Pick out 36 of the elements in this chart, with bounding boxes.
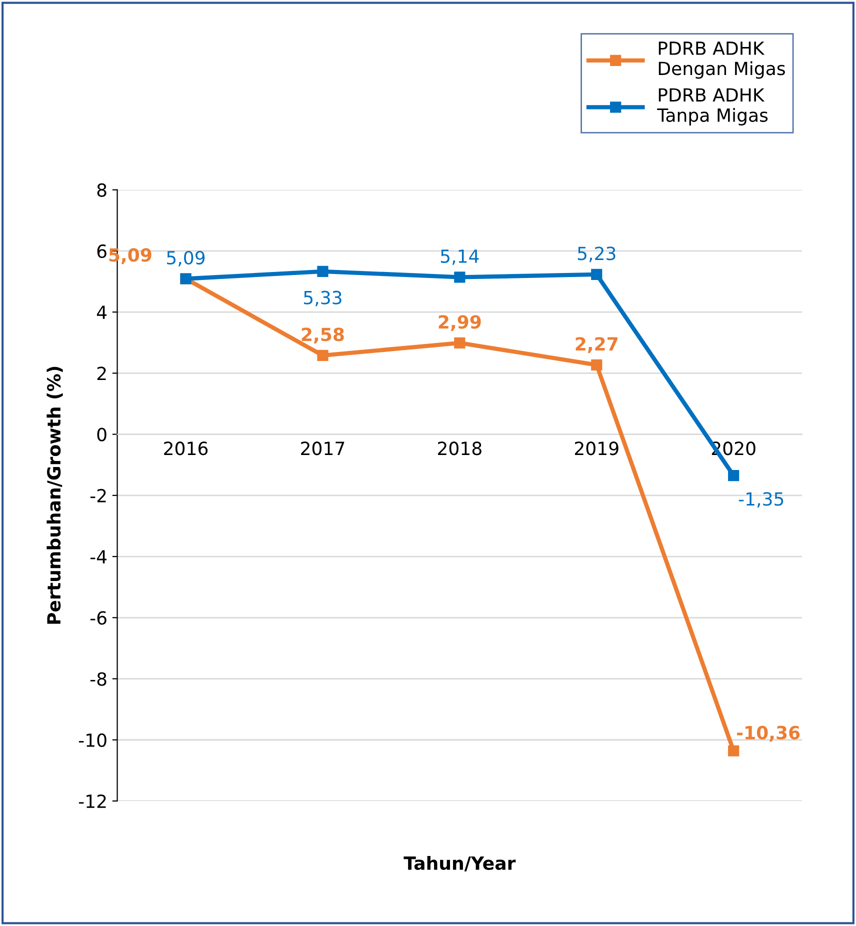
y-tick-label: -8 bbox=[90, 672, 106, 686]
y-tick-label: 8 bbox=[97, 183, 106, 197]
data-label: 5,23 bbox=[578, 246, 616, 262]
data-label: 5,14 bbox=[440, 250, 479, 265]
y-tick-label: 6 bbox=[97, 244, 106, 258]
data-label: -1,35 bbox=[738, 492, 784, 508]
x-tick-label: 2017 bbox=[301, 442, 344, 456]
y-tick-label: 0 bbox=[97, 428, 106, 442]
y-tick-label: 2 bbox=[97, 366, 106, 380]
data-label: 2,99 bbox=[438, 315, 481, 332]
y-tick-label: -10 bbox=[78, 733, 106, 747]
point bbox=[591, 359, 602, 370]
y-tick-label: -12 bbox=[78, 794, 106, 808]
data-label: -10,36 bbox=[736, 726, 800, 742]
data-label: 2,27 bbox=[576, 337, 618, 354]
y-axis-title: Pertumbuhan/Growth (%) bbox=[46, 366, 63, 624]
data-label: 2,58 bbox=[302, 328, 344, 344]
data-label: 5,09 bbox=[167, 250, 205, 266]
x-tick-label: 2016 bbox=[164, 442, 208, 456]
point bbox=[317, 266, 328, 277]
y-tick-label: -6 bbox=[90, 611, 106, 625]
legend-label: PDRB ADHK Dengan Migas bbox=[658, 42, 785, 79]
point bbox=[591, 268, 602, 280]
point bbox=[317, 350, 328, 362]
x-tick-label: 2019 bbox=[574, 442, 618, 456]
y-tick-label: -4 bbox=[90, 550, 107, 564]
y-tick-label: -2 bbox=[90, 488, 106, 502]
point bbox=[454, 272, 466, 283]
y-tick-label: 4 bbox=[96, 306, 107, 319]
data-label: 5,33 bbox=[304, 290, 342, 306]
point bbox=[728, 745, 740, 756]
point bbox=[728, 470, 740, 482]
x-tick-label: 2018 bbox=[438, 442, 482, 456]
x-axis-title: Tahun/Year bbox=[404, 856, 516, 872]
legend-label: PDRB ADHK Tanpa Migas bbox=[657, 88, 768, 126]
point bbox=[454, 337, 466, 348]
